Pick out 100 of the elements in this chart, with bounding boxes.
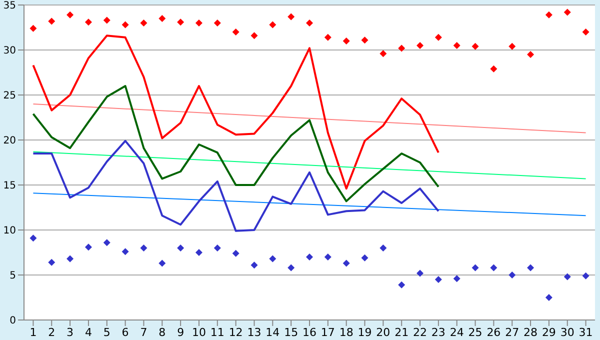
point [453, 275, 460, 282]
point [232, 250, 240, 257]
x-tick-label: 11 [210, 326, 224, 339]
point [250, 262, 258, 269]
point [361, 254, 368, 262]
point [582, 272, 590, 280]
x-tick-label: 25 [468, 326, 482, 339]
point [342, 260, 350, 267]
y-tick-label: 30 [3, 46, 16, 57]
point [30, 24, 37, 32]
point [30, 234, 37, 242]
point [48, 18, 56, 25]
point [84, 18, 92, 26]
x-tick-label: 16 [302, 326, 316, 339]
point [472, 42, 479, 50]
x-tick-label: 15 [284, 326, 298, 339]
point [140, 20, 148, 26]
point [324, 254, 332, 260]
point [158, 15, 166, 22]
point [269, 255, 276, 262]
point [195, 20, 202, 26]
x-tick-label: 19 [358, 326, 372, 339]
point [122, 21, 129, 28]
point [453, 42, 460, 49]
y-tick-label: 15 [3, 180, 16, 192]
point [269, 21, 276, 28]
point [380, 244, 387, 252]
line-series [32, 34, 440, 190]
point [324, 34, 332, 41]
point [84, 244, 92, 251]
x-tick-label: 28 [524, 326, 538, 339]
x-tick-label: 21 [394, 326, 409, 339]
x-tick-label: 23 [431, 326, 446, 339]
point [398, 44, 406, 52]
point [434, 34, 442, 41]
point [416, 270, 424, 277]
line-series [32, 85, 440, 202]
y-tick-label: 5 [10, 270, 16, 282]
y-tick-label: 25 [3, 90, 16, 102]
point [214, 20, 221, 26]
point [342, 38, 350, 44]
point [306, 254, 313, 260]
point [508, 42, 516, 50]
point [564, 8, 571, 16]
point [582, 28, 590, 36]
point [195, 249, 202, 256]
x-tick-label: 10 [192, 326, 206, 339]
y-tick-label: 20 [3, 136, 16, 147]
x-tick-label: 22 [413, 326, 428, 339]
point [361, 36, 368, 44]
point [508, 272, 516, 278]
y-tick-label: 0 [10, 316, 16, 327]
point [545, 11, 552, 18]
point [380, 50, 387, 58]
x-tick-label: 29 [542, 326, 556, 339]
point [214, 244, 221, 252]
point [527, 264, 534, 272]
x-tick-label: 12 [228, 326, 243, 339]
x-tick-label: 27 [505, 326, 520, 339]
x-tick-label: 18 [339, 326, 354, 339]
x-tick-label: 7 [140, 326, 148, 339]
point [472, 264, 479, 272]
point [48, 258, 56, 266]
point [527, 51, 534, 58]
y-tick-label: 35 [3, 0, 16, 12]
point [306, 20, 313, 26]
x-tick-label: 20 [376, 326, 390, 339]
x-tick-label: 17 [320, 326, 335, 339]
x-tick-label: 30 [560, 326, 574, 339]
line-series [32, 140, 440, 232]
point [103, 16, 110, 24]
point [140, 244, 148, 252]
point [158, 260, 166, 267]
point [288, 13, 295, 20]
point [490, 65, 498, 72]
point [177, 18, 184, 26]
point [66, 11, 74, 18]
x-tick-label: 13 [247, 326, 262, 339]
x-tick-label: 9 [177, 326, 184, 339]
x-tick-label: 31 [578, 326, 593, 339]
point [434, 276, 442, 283]
point [398, 281, 406, 288]
point [66, 255, 74, 262]
point [490, 264, 498, 272]
point [122, 248, 129, 256]
x-tick-label: 1 [30, 326, 37, 339]
x-tick-label: 3 [66, 326, 74, 339]
x-tick-label: 6 [122, 326, 129, 339]
point [250, 32, 258, 40]
x-tick-label: 8 [158, 326, 166, 339]
point [103, 239, 110, 246]
point [564, 273, 571, 280]
point [416, 42, 424, 49]
x-tick-label: 24 [450, 326, 464, 339]
point [177, 244, 184, 252]
x-tick-label: 5 [103, 326, 110, 339]
x-tick-label: 4 [84, 326, 92, 339]
point [288, 264, 295, 272]
y-tick-label: 10 [3, 226, 16, 237]
x-tick-label: 14 [266, 326, 280, 339]
